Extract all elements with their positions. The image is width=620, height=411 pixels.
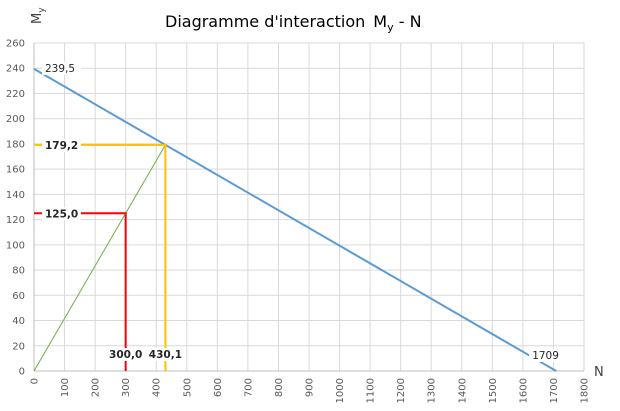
x-tick-label: 100 <box>60 378 71 397</box>
x-tick-label: 600 <box>213 378 224 397</box>
x-tick-label: 1500 <box>488 378 499 403</box>
x-tick-label: 1100 <box>366 378 377 403</box>
svg-text:My: My <box>30 7 47 24</box>
x-tick-label: 800 <box>274 378 285 397</box>
y-tick-label: 180 <box>6 139 25 150</box>
data-label: 300,0 <box>109 349 142 361</box>
series-line <box>33 67 557 372</box>
y-tick-label: 100 <box>6 240 25 251</box>
y-tick-label: 220 <box>6 89 25 100</box>
gridlines <box>33 42 585 372</box>
x-tick-label: 1000 <box>335 378 346 403</box>
data-label: 1709 <box>532 350 559 362</box>
x-tick-label: 1800 <box>580 378 591 403</box>
y-tick-label: 140 <box>6 190 25 201</box>
data-label: 430,1 <box>149 349 182 361</box>
label-bg <box>42 138 81 152</box>
y-tick-label: 200 <box>6 114 25 125</box>
chart-title: Diagramme d'interaction My - N <box>165 12 422 34</box>
y-tick-label: 160 <box>6 165 25 176</box>
x-tick-label: 900 <box>305 378 316 397</box>
series-line <box>33 144 166 372</box>
y-tick-label: 20 <box>12 341 25 352</box>
x-tick-label: 300 <box>121 378 132 397</box>
label-bg <box>42 61 81 75</box>
x-tick-label: 1400 <box>457 378 468 403</box>
label-bg <box>106 348 146 361</box>
label-bg <box>529 349 562 362</box>
y-tick-label: 40 <box>12 316 25 327</box>
y-tick-label: 240 <box>6 64 25 75</box>
x-tick-label: 0 <box>30 378 41 384</box>
y-axis-label: My <box>30 7 47 24</box>
data-label: 239,5 <box>45 63 75 75</box>
y-tick-label: 0 <box>19 367 25 378</box>
x-tick-label: 1700 <box>549 378 560 403</box>
x-axis-ticks: 0 100 200 300 400 500 600 700 800 900 1000 1100 1200… <box>30 378 591 403</box>
data-label: 179,2 <box>45 140 78 152</box>
x-axis-label: N <box>594 365 604 380</box>
label-bg <box>145 348 185 361</box>
y-tick-label: 80 <box>12 266 25 277</box>
x-tick-label: 400 <box>152 378 163 397</box>
x-tick-label: 1200 <box>396 378 407 403</box>
x-tick-label: 200 <box>91 378 102 397</box>
y-tick-label: 60 <box>12 291 25 302</box>
x-tick-label: 500 <box>182 378 193 397</box>
y-tick-label: 120 <box>6 215 25 226</box>
x-tick-label: 1300 <box>427 378 438 403</box>
data-labels: 239,5 1709 125,0 300,0 179,2 430,1 <box>42 61 562 362</box>
data-label: 125,0 <box>45 208 78 220</box>
label-bg <box>42 207 81 221</box>
x-tick-label: 1600 <box>518 378 529 403</box>
y-axis-ticks: 0 20 40 60 80 100 120 140 160 180 200 220 240 260 <box>6 39 25 378</box>
y-tick-label: 260 <box>6 39 25 50</box>
x-tick-label: 700 <box>243 378 254 397</box>
